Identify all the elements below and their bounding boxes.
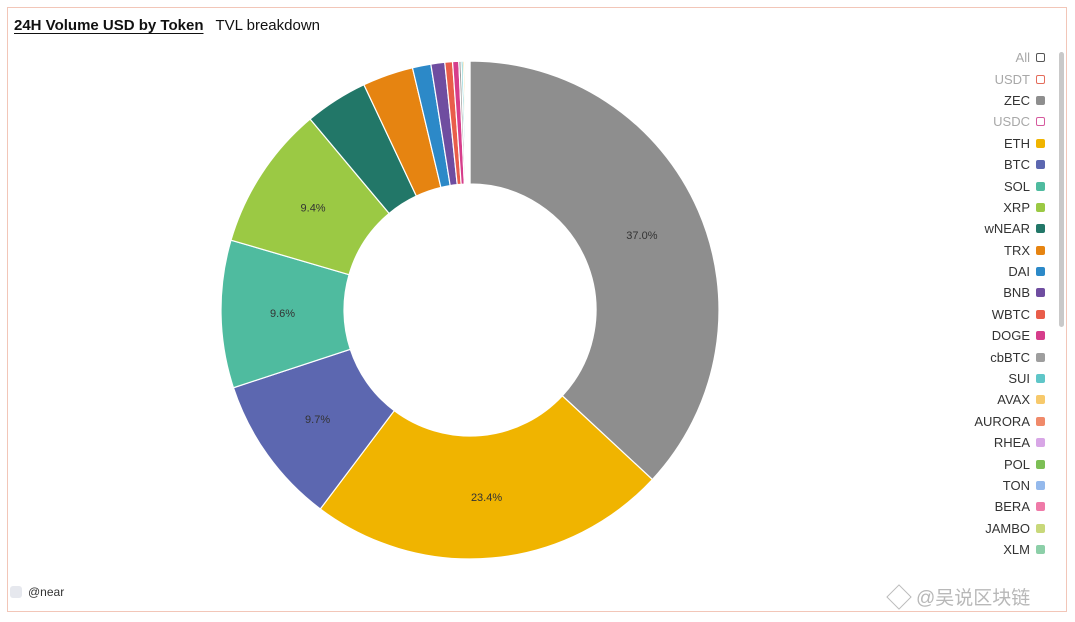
legend-label: WBTC <box>991 306 1030 322</box>
legend-label: wNEAR <box>984 221 1030 237</box>
legend-item-xlm[interactable]: XLM <box>955 539 1045 557</box>
legend-item-avax[interactable]: AVAX <box>955 389 1045 410</box>
slice-eth[interactable] <box>319 394 654 560</box>
legend-item-trx[interactable]: TRX <box>955 240 1045 261</box>
legend-item-ton[interactable]: TON <box>955 475 1045 496</box>
legend-swatch <box>1036 523 1045 533</box>
legend-item-usdt[interactable]: USDT <box>955 68 1045 89</box>
watermark-logo-icon <box>886 583 912 610</box>
legend-item-aurora[interactable]: AURORA <box>955 411 1045 432</box>
legend-label: cbBTC <box>990 349 1030 365</box>
chart-legend: All USDT ZEC USDC ETH BTC SOL XRP wNEAR TRX DAI BNB… <box>955 47 1045 557</box>
legend-label: TRX <box>1004 242 1030 258</box>
legend-label: RHEA <box>993 435 1030 451</box>
legend-swatch <box>1036 53 1045 63</box>
legend-label: BNB <box>1003 285 1030 301</box>
footer-attribution: @near <box>10 585 64 599</box>
legend-label: JAMBO <box>985 520 1030 536</box>
legend-swatch <box>1036 117 1045 127</box>
legend-item-bera[interactable]: BERA <box>955 496 1045 517</box>
tab-24h-volume[interactable]: 24H Volume USD by Token <box>14 17 204 34</box>
legend-swatch <box>1036 481 1045 490</box>
legend-item-zec[interactable]: ZEC <box>955 90 1045 111</box>
slice-label-sol: 9.6% <box>270 308 295 320</box>
legend-item-usdc[interactable]: USDC <box>955 111 1045 132</box>
slice-zec[interactable] <box>469 60 720 481</box>
slice-label-btc: 9.7% <box>305 414 330 426</box>
legend-swatch <box>1036 181 1045 191</box>
legend-swatch <box>1036 502 1045 512</box>
near-logo-icon <box>10 586 22 598</box>
legend-label: BTC <box>1004 157 1030 173</box>
legend-swatch <box>1036 416 1045 426</box>
legend-item-xrp[interactable]: XRP <box>955 197 1045 218</box>
legend-item-doge[interactable]: DOGE <box>955 325 1045 346</box>
donut-chart: 37.0% 23.4% 9.7% 9.6% 9.4% <box>220 60 720 560</box>
legend-label: XLM <box>1003 542 1030 557</box>
legend-swatch <box>1036 545 1045 555</box>
legend-swatch <box>1036 309 1045 319</box>
legend-label: AURORA <box>974 413 1030 429</box>
legend-item-sui[interactable]: SUI <box>955 368 1045 389</box>
slice-label-eth: 23.4% <box>471 492 502 504</box>
legend-item-eth[interactable]: ETH <box>955 133 1045 154</box>
legend-item-sol[interactable]: SOL <box>955 175 1045 196</box>
legend-swatch <box>1036 459 1045 469</box>
legend-item-rhea[interactable]: RHEA <box>955 432 1045 453</box>
legend-item-wnear[interactable]: wNEAR <box>955 218 1045 239</box>
legend-swatch <box>1036 374 1045 384</box>
legend-swatch <box>1036 267 1045 277</box>
legend-label: XRP <box>1003 199 1030 215</box>
legend-swatch <box>1036 160 1045 170</box>
legend-item-wbtc[interactable]: WBTC <box>955 304 1045 325</box>
legend-item-jambo[interactable]: JAMBO <box>955 518 1045 539</box>
legend-item-all[interactable]: All <box>955 47 1045 68</box>
legend-label: DAI <box>1008 264 1030 280</box>
legend-swatch <box>1036 438 1045 448</box>
legend-label: ETH <box>1004 135 1030 151</box>
tab-tvl-breakdown[interactable]: TVL breakdown <box>215 17 321 34</box>
legend-scrollbar[interactable] <box>1059 52 1064 327</box>
legend-label: All <box>1015 50 1030 66</box>
legend-swatch <box>1036 395 1045 405</box>
legend-label: AVAX <box>997 392 1030 408</box>
legend-label: SOL <box>1003 178 1030 194</box>
legend-swatch <box>1036 202 1045 212</box>
legend-swatch <box>1036 352 1045 362</box>
legend-swatch <box>1036 95 1045 105</box>
legend-swatch <box>1036 74 1045 84</box>
legend-label: USDC <box>993 114 1030 130</box>
legend-swatch <box>1036 245 1045 255</box>
legend-swatch <box>1036 224 1045 234</box>
legend-label: DOGE <box>991 328 1030 344</box>
legend-label: BERA <box>994 499 1030 515</box>
watermark-text: @吴说区块链 <box>916 588 1031 609</box>
slice-label-xrp: 9.4% <box>301 202 326 214</box>
legend-item-dai[interactable]: DAI <box>955 261 1045 282</box>
legend-swatch <box>1036 331 1045 341</box>
legend-label: TON <box>1002 478 1030 493</box>
legend-swatch <box>1036 288 1045 298</box>
legend-item-cbbtc[interactable]: cbBTC <box>955 346 1045 367</box>
legend-item-pol[interactable]: POL <box>955 453 1045 474</box>
legend-label: ZEC <box>1004 92 1030 108</box>
legend-swatch <box>1036 138 1045 148</box>
legend-item-bnb[interactable]: BNB <box>955 282 1045 303</box>
slice-label-zec: 37.0% <box>626 230 657 242</box>
legend-label: POL <box>1003 456 1030 472</box>
watermark: @吴说区块链 <box>886 583 1031 610</box>
chart-tabs: 24H Volume USD by Token TVL breakdown <box>14 17 320 34</box>
legend-label: SUI <box>1008 371 1030 387</box>
legend-item-btc[interactable]: BTC <box>955 154 1045 175</box>
footer-handle: @near <box>28 585 65 599</box>
legend-label: USDT <box>994 71 1030 87</box>
